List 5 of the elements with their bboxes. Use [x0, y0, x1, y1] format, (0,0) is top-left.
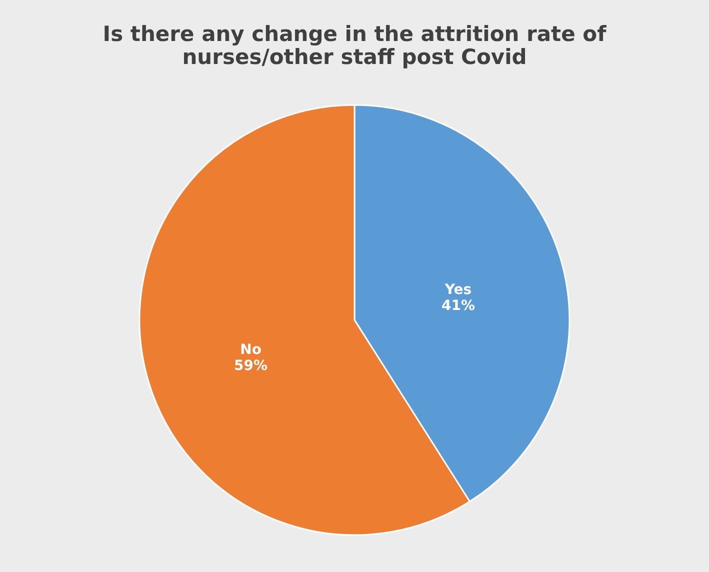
slice-label: Yes — [444, 282, 472, 298]
data-label: 59% — [234, 358, 268, 374]
chart-title: Is there any change in the attrition rate of nurses/other staff post Covid — [102, 22, 608, 69]
slice-label: No — [240, 342, 262, 358]
data-label: 41% — [441, 298, 475, 314]
